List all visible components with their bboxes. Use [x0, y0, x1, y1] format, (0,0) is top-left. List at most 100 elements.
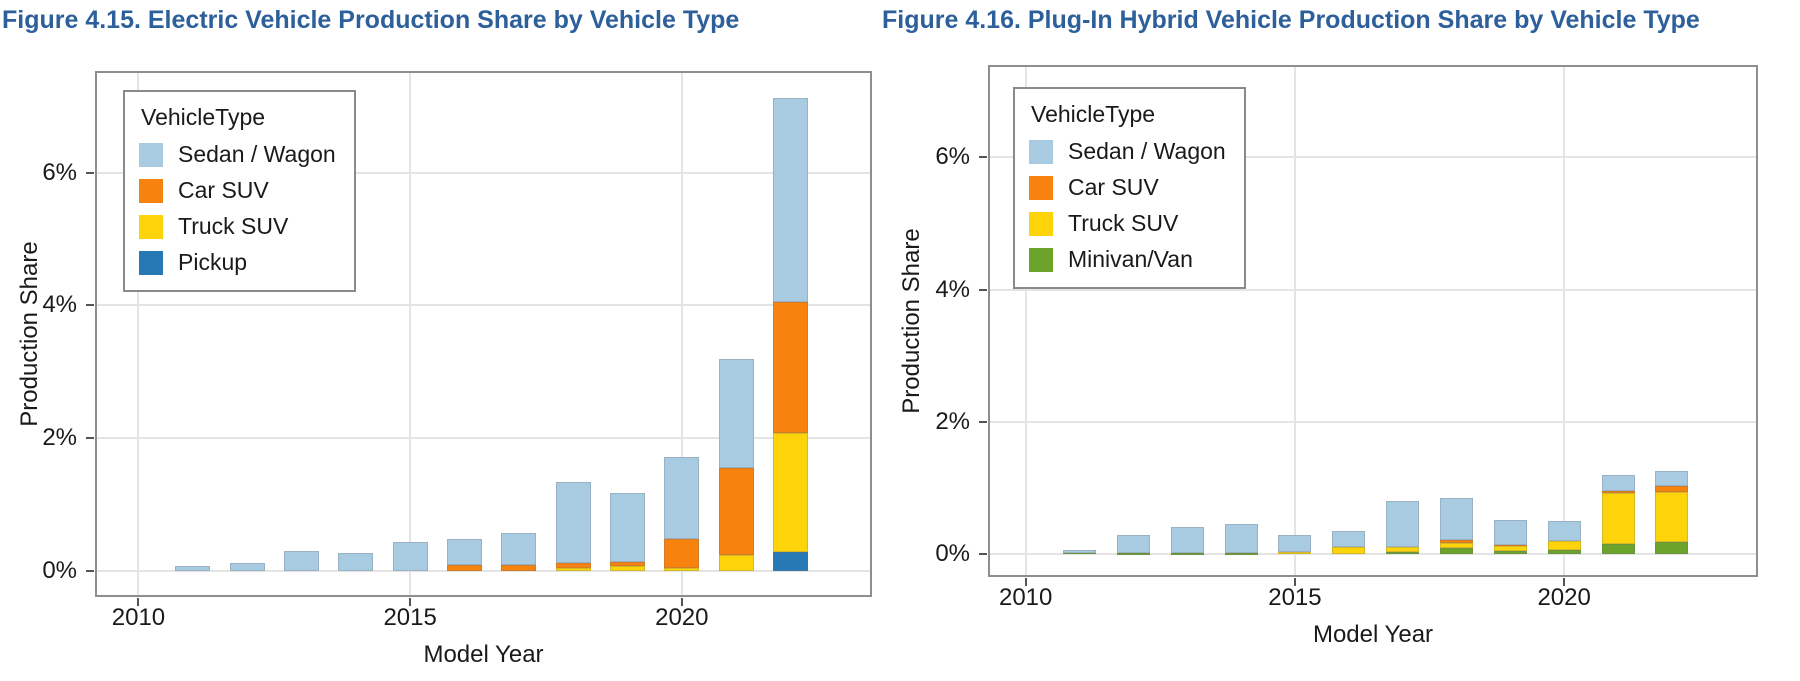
phev-bar-2020-segment-minivan-van [1547, 549, 1581, 554]
ev-bar-2021-segment-sedan-wagon [718, 358, 754, 469]
ev-gridline-vertical [680, 71, 683, 597]
figure-415-title: Figure 4.15. Electric Vehicle Production… [2, 6, 740, 34]
phev-legend-swatch-truck-suv [1029, 211, 1053, 236]
phev-bar-2021-segment-truck-suv [1601, 493, 1635, 544]
ev-gridline-vertical [409, 71, 412, 597]
phev-y-tick-mark [979, 420, 987, 423]
ev-gridline-horizontal [95, 171, 872, 174]
ev-x-tick-mark [137, 598, 140, 606]
phev-legend: VehicleType Sedan / Wagon Car SUV Truck SUV… [1013, 87, 1246, 289]
phev-gridline-horizontal [988, 156, 1758, 159]
ev-legend-entry-sedan-wagon: Sedan / Wagon [139, 141, 336, 168]
ev-legend-title: VehicleType [141, 104, 266, 130]
phev-y-tick-label: 4% [935, 275, 970, 303]
phev-bar-2022-segment-minivan-van [1655, 541, 1689, 554]
ev-x-tick-mark [680, 598, 683, 606]
phev-bar-2015-segment-truck-suv [1278, 551, 1312, 554]
phev-bar-2017-segment-minivan-van [1386, 551, 1420, 554]
phev-legend-swatch-sedan-wagon [1029, 139, 1053, 164]
phev-x-tick-mark [1293, 578, 1296, 586]
phev-bar-2018-segment-minivan-van [1439, 547, 1473, 554]
ev-bar-2019-segment-sedan-wagon [609, 493, 645, 562]
phev-bar-2022-segment-sedan-wagon [1655, 471, 1689, 487]
phev-bar-2011-segment-minivan-van [1063, 552, 1097, 555]
phev-y-tick-mark [979, 288, 987, 291]
ev-bar-2013-segment-sedan-wagon [283, 551, 319, 572]
ev-bar-2019-segment-car-suv [609, 561, 645, 567]
ev-gridline-horizontal [95, 570, 872, 573]
phev-bar-2013-segment-sedan-wagon [1170, 526, 1204, 554]
phev-gridline-vertical [1293, 65, 1296, 577]
ev-legend-entry-truck-suv: Truck SUV [139, 213, 336, 240]
ev-legend-entry-pickup: Pickup [139, 249, 336, 276]
phev-bar-2019-segment-sedan-wagon [1493, 519, 1527, 545]
phev-bar-2019-segment-minivan-van [1493, 551, 1527, 554]
phev-bar-2018-segment-car-suv [1439, 540, 1473, 543]
phev-legend-swatch-minivan-van [1029, 247, 1053, 272]
ev-bar-2018-segment-sedan-wagon [555, 482, 591, 564]
phev-bar-2019-segment-car-suv [1493, 544, 1527, 547]
phev-bar-2022-segment-truck-suv [1655, 491, 1689, 542]
ev-bar-2022-segment-car-suv [772, 302, 808, 433]
phev-legend-swatch-car-suv [1029, 175, 1053, 200]
ev-y-tick-mark [86, 171, 94, 174]
phev-legend-label: Sedan / Wagon [1068, 138, 1226, 164]
ev-x-tick-label: 2020 [655, 604, 709, 631]
figure-416-title: Figure 4.16. Plug-In Hybrid Vehicle Prod… [882, 6, 1700, 34]
ev-legend-swatch-truck-suv [139, 214, 163, 239]
ev-x-axis-label: Model Year [423, 641, 544, 668]
phev-bar-2014-segment-sedan-wagon [1224, 524, 1258, 554]
ev-legend-swatch-pickup [139, 250, 163, 275]
ev-legend-swatch-car-suv [139, 178, 163, 203]
ev-gridline-horizontal [95, 304, 872, 307]
ev-x-tick-mark [409, 598, 412, 606]
ev-y-tick-label: 0% [42, 557, 77, 585]
phev-bar-2014-segment-minivan-van [1224, 553, 1258, 555]
ev-bar-2020-segment-truck-suv [664, 568, 700, 572]
ev-y-tick-mark [86, 437, 94, 440]
phev-y-tick-label: 0% [935, 539, 970, 567]
ev-y-tick-label: 2% [42, 424, 77, 452]
ev-bar-2016-segment-sedan-wagon [446, 539, 482, 566]
ev-bar-2018-segment-car-suv [555, 563, 591, 569]
ev-legend: VehicleType Sedan / Wagon Car SUV Truck SUV… [123, 90, 356, 292]
phev-gridline-vertical [1024, 65, 1027, 577]
ev-bar-2020-segment-car-suv [664, 539, 700, 569]
phev-y-tick-label: 6% [935, 143, 970, 171]
phev-bar-2021-segment-minivan-van [1601, 543, 1635, 554]
phev-legend-entry-car-suv: Car SUV [1029, 174, 1226, 201]
phev-legend-label: Truck SUV [1068, 210, 1179, 236]
ev-bar-2018-segment-truck-suv [555, 568, 591, 572]
phev-bar-2012-segment-sedan-wagon [1116, 534, 1150, 554]
phev-x-tick-mark [1024, 578, 1027, 586]
phev-x-tick-label: 2010 [998, 584, 1053, 611]
phev-legend-entry-sedan-wagon: Sedan / Wagon [1029, 138, 1226, 165]
phev-legend-title: VehicleType [1031, 101, 1156, 127]
phev-bar-2017-segment-truck-suv [1386, 547, 1420, 552]
phev-gridline-horizontal [988, 420, 1758, 423]
ev-bar-2017-segment-sedan-wagon [501, 533, 537, 566]
phev-x-tick-label: 2015 [1268, 584, 1322, 611]
ev-legend-label: Car SUV [178, 177, 269, 203]
ev-bar-2021-segment-truck-suv [718, 555, 754, 572]
ev-bar-2022-segment-pickup [772, 551, 808, 572]
phev-bar-2012-segment-minivan-van [1116, 553, 1150, 555]
phev-bar-2022-segment-car-suv [1655, 486, 1689, 492]
ev-bar-2014-segment-sedan-wagon [338, 553, 374, 572]
ev-y-tick-label: 6% [42, 158, 77, 186]
phev-y-tick-mark [979, 156, 987, 159]
phev-bar-2015-segment-sedan-wagon [1278, 534, 1312, 552]
phev-bar-2016-segment-sedan-wagon [1332, 530, 1366, 548]
phev-bar-2018-segment-truck-suv [1439, 542, 1473, 548]
ev-bar-2012-segment-sedan-wagon [229, 563, 265, 572]
phev-y-tick-label: 2% [935, 407, 970, 435]
phev-legend-label: Car SUV [1068, 174, 1159, 200]
phev-bar-2021-segment-car-suv [1601, 491, 1635, 494]
phev-legend-label: Minivan/Van [1068, 246, 1193, 272]
phev-y-tick-mark [979, 552, 987, 555]
ev-bar-2021-segment-car-suv [718, 468, 754, 556]
ev-legend-swatch-sedan-wagon [139, 142, 163, 167]
ev-legend-label: Pickup [178, 249, 248, 275]
ev-gridline-horizontal [95, 437, 872, 440]
